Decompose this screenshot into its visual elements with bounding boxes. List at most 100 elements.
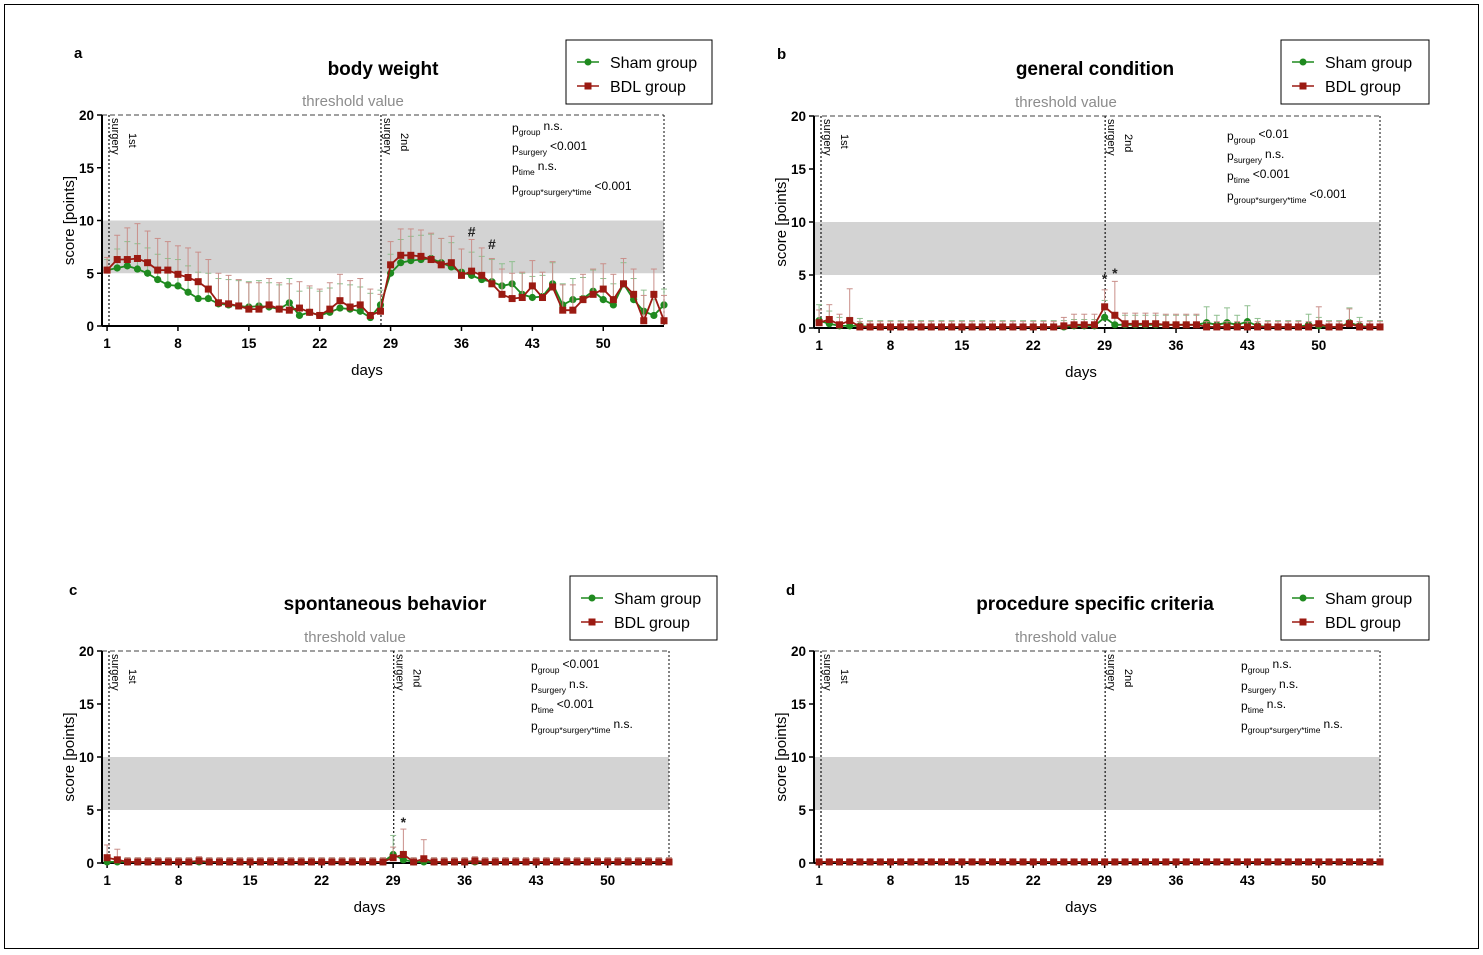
- stat-value: <0.01: [1258, 127, 1289, 141]
- data-point: [1345, 858, 1353, 866]
- data-point: [1264, 323, 1272, 331]
- data-point: [287, 858, 295, 866]
- stat-line: pgroup <0.01: [1227, 127, 1289, 145]
- data-point: [1203, 323, 1211, 331]
- data-point: [1050, 323, 1058, 331]
- threshold-label: threshold value: [1015, 629, 1117, 646]
- x-tick-label: 29: [386, 873, 401, 888]
- legend-bdl-label: BDL group: [1325, 79, 1401, 96]
- x-tick-label: 22: [314, 873, 329, 888]
- data-point: [267, 858, 275, 866]
- stat-value: <0.001: [557, 697, 594, 711]
- data-point: [113, 856, 121, 864]
- legend-bdl-marker: [1299, 618, 1307, 626]
- stat-subscript: group: [1234, 135, 1256, 145]
- data-point: [569, 306, 577, 314]
- data-point: [376, 307, 384, 315]
- stat-subscript: surgery: [1234, 155, 1263, 165]
- data-point: [410, 858, 418, 866]
- data-point: [1090, 321, 1098, 329]
- data-point: [1009, 323, 1017, 331]
- stat-subscript: time: [1248, 705, 1264, 715]
- data-point: [215, 858, 223, 866]
- data-point: [528, 293, 536, 302]
- data-point: [1223, 858, 1231, 866]
- y-tick-label: 10: [791, 215, 806, 230]
- data-point: [508, 295, 516, 303]
- data-point: [502, 858, 510, 866]
- x-tick-label: 15: [243, 873, 259, 888]
- data-point: [532, 858, 540, 866]
- legend-bdl-label: BDL group: [614, 615, 690, 632]
- data-point: [295, 304, 303, 312]
- data-point: [427, 256, 435, 264]
- data-point: [154, 858, 162, 866]
- data-point: [1376, 323, 1384, 331]
- x-tick-label: 29: [383, 336, 398, 351]
- data-point: [604, 858, 612, 866]
- data-point: [194, 294, 202, 303]
- surgery-ordinal: 2nd: [1122, 669, 1134, 687]
- stat-line: psurgery n.s.: [1241, 677, 1298, 695]
- stat-value: n.s.: [1279, 677, 1298, 691]
- stat-subscript: time: [519, 167, 535, 177]
- data-point: [387, 261, 395, 269]
- significance-mark: *: [401, 814, 407, 830]
- data-point: [815, 858, 823, 866]
- data-point: [1325, 323, 1333, 331]
- data-point: [886, 323, 894, 331]
- stat-p: p: [512, 141, 519, 155]
- y-tick-label: 10: [791, 750, 806, 765]
- x-tick-label: 36: [454, 336, 470, 351]
- data-point: [1162, 321, 1170, 329]
- data-point: [917, 323, 925, 331]
- data-point: [589, 290, 597, 298]
- data-point: [123, 262, 131, 270]
- data-point: [1101, 313, 1109, 321]
- data-point: [1315, 320, 1323, 328]
- data-point: [1305, 323, 1313, 331]
- series-bdl: [103, 828, 673, 866]
- data-point: [1182, 321, 1190, 329]
- surgery-label: surgery: [1105, 119, 1117, 156]
- stat-value: <0.001: [550, 139, 587, 153]
- y-tick-label: 0: [798, 856, 806, 871]
- stat-p: p: [1241, 679, 1248, 693]
- threshold-label: threshold value: [304, 629, 406, 646]
- data-point: [407, 251, 415, 259]
- legend-sham-marker: [1299, 58, 1307, 66]
- data-point: [246, 858, 254, 866]
- data-point: [948, 858, 956, 866]
- significance-mark: #: [488, 236, 496, 252]
- data-point: [124, 858, 132, 866]
- x-tick-label: 8: [174, 336, 182, 351]
- y-tick-label: 20: [791, 644, 806, 659]
- y-tick-label: 15: [791, 697, 807, 712]
- data-point: [164, 281, 172, 289]
- stat-line: psurgery <0.001: [512, 139, 587, 157]
- stat-line: psurgery n.s.: [531, 677, 588, 695]
- data-point: [123, 256, 131, 264]
- data-point: [579, 296, 587, 304]
- surgery-ordinal: 1st: [126, 133, 138, 148]
- data-point: [1335, 858, 1343, 866]
- data-point: [184, 273, 192, 281]
- legend-sham-marker: [584, 58, 592, 66]
- x-axis-label: days: [1065, 899, 1097, 916]
- data-point: [174, 282, 182, 290]
- data-point: [1101, 303, 1109, 311]
- data-point: [1009, 858, 1017, 866]
- data-point: [1305, 858, 1313, 866]
- data-point: [988, 323, 996, 331]
- data-point: [174, 270, 182, 278]
- y-axis-label: score [points]: [773, 177, 790, 266]
- data-point: [876, 323, 884, 331]
- stat-line: pgroup*surgery*time n.s.: [1241, 717, 1343, 735]
- data-point: [468, 267, 476, 275]
- x-tick-label: 22: [1026, 873, 1041, 888]
- legend: Sham group BDL group: [1280, 575, 1430, 641]
- data-point: [447, 259, 455, 267]
- stat-value: n.s.: [1272, 657, 1291, 671]
- stat-p: p: [512, 161, 519, 175]
- data-point: [1162, 858, 1170, 866]
